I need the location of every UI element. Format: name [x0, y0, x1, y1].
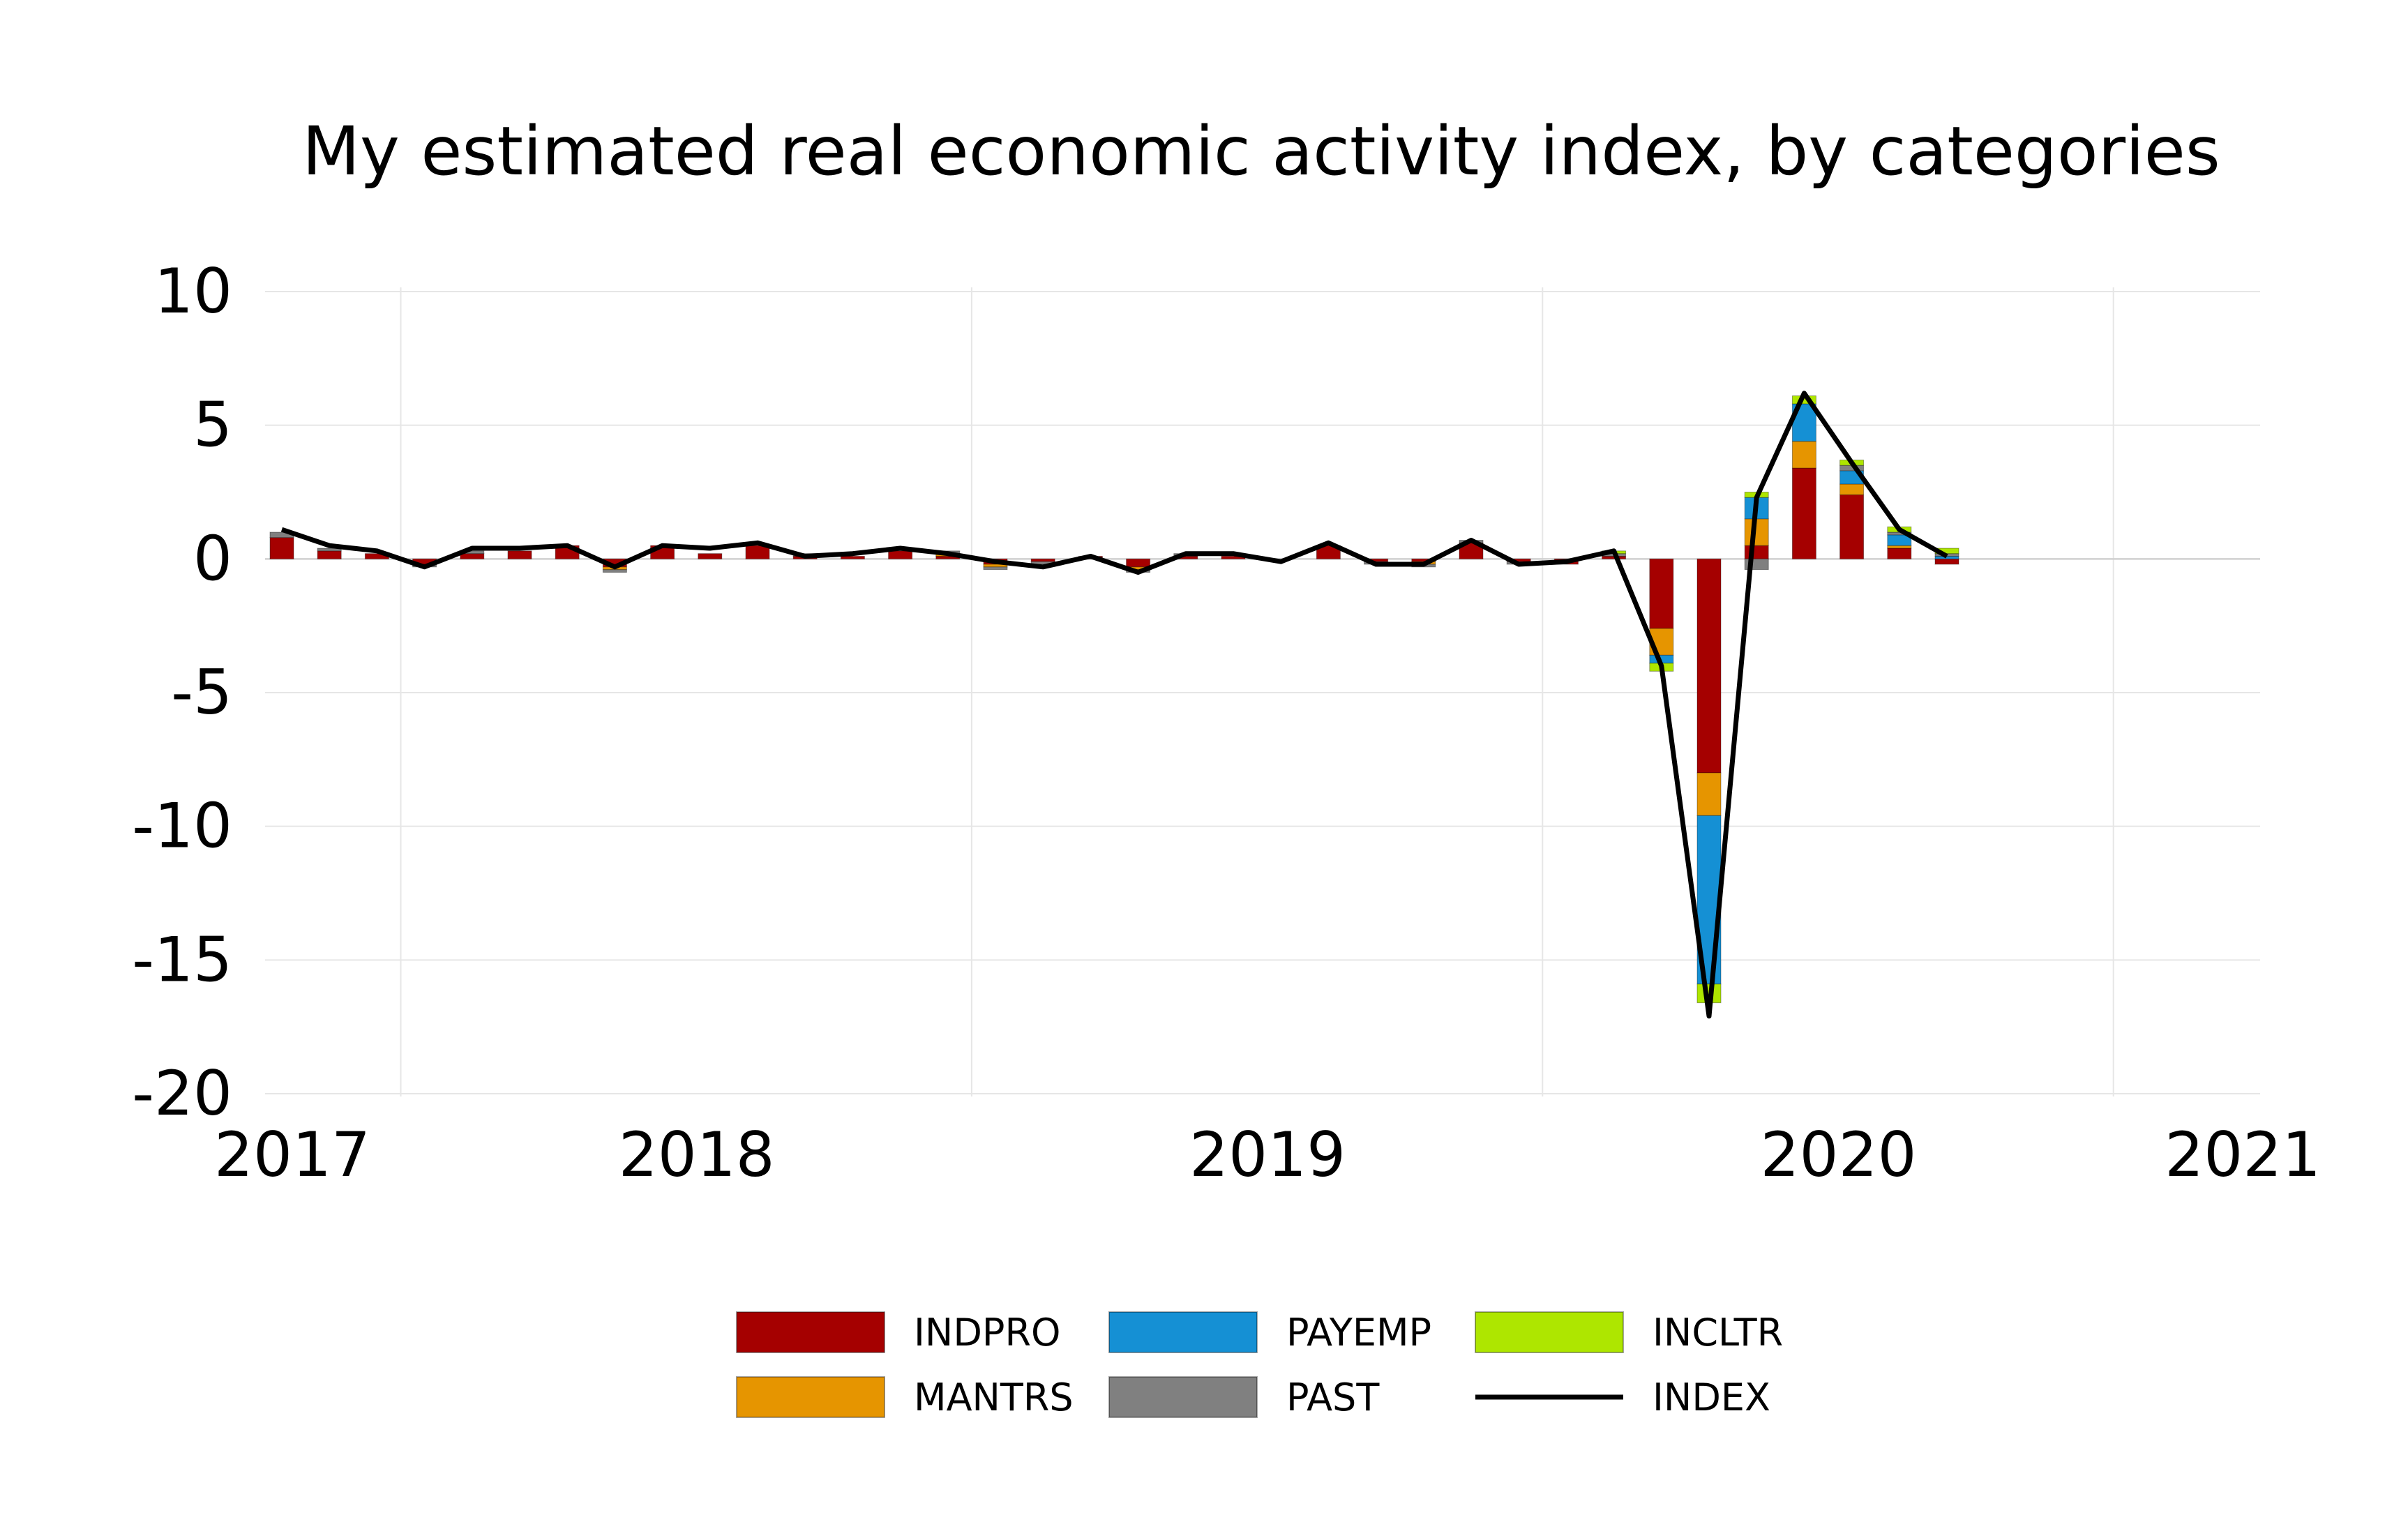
x-tick-label: 2020 [1761, 1119, 1917, 1191]
legend-label-indpro: INDPRO [914, 1311, 1061, 1355]
y-tick-label: 0 [193, 522, 232, 594]
y-tick-label: -15 [132, 923, 232, 995]
index-line [280, 391, 1948, 1019]
bars [269, 395, 1959, 1004]
legend-swatch-payemp [1108, 1311, 1258, 1353]
y-tick-label: -10 [132, 790, 232, 862]
x-axis-ticks: 2017 2018 2019 2020 2021 [214, 1119, 2321, 1191]
legend-swatch-indpro [736, 1311, 885, 1353]
legend-label-past: PAST [1286, 1375, 1380, 1419]
bar-past [317, 548, 342, 552]
y-tick-label: 5 [193, 389, 232, 461]
legend-swatch-past [1108, 1376, 1258, 1418]
legend-label-payemp: PAYEMP [1286, 1311, 1431, 1355]
legend-swatch-incltr [1475, 1311, 1624, 1353]
bar-mantrs [1696, 772, 1722, 816]
bar-indpro [698, 553, 723, 559]
legend: INDPRO PAYEMP INCLTR MANTRS PAST INDEX [736, 1311, 1783, 1419]
legend-label-mantrs: MANTRS [914, 1375, 1074, 1419]
bar-indpro [317, 550, 342, 559]
bar-indpro [840, 556, 865, 559]
bar-indpro [745, 545, 770, 559]
legend-swatch-mantrs [736, 1376, 885, 1418]
bar-indpro [1887, 548, 1912, 559]
bar-indpro [1649, 558, 1674, 629]
bar-indpro [888, 550, 913, 559]
bar-mantrs [1839, 483, 1865, 495]
y-axis-ticks: 10 5 0 -5 -10 -15 -20 [132, 255, 232, 1129]
y-tick-label: -5 [171, 656, 232, 728]
bar-indpro [1744, 545, 1769, 559]
bar-payemp [1934, 556, 1959, 559]
bar-indpro [1316, 545, 1341, 559]
x-tick-label: 2019 [1189, 1119, 1346, 1191]
bar-mantrs [1887, 545, 1912, 549]
y-tick-label: 10 [154, 255, 232, 327]
bar-indpro [1126, 558, 1151, 568]
bar-past [602, 569, 627, 573]
x-tick-label: 2017 [214, 1119, 370, 1191]
bar-indpro [1839, 494, 1865, 559]
bar-indpro [507, 550, 532, 559]
x-tick-label: 2018 [619, 1119, 775, 1191]
y-tick-label: -20 [132, 1057, 232, 1129]
bar-past [983, 566, 1008, 571]
legend-label-index: INDEX [1653, 1375, 1770, 1419]
bar-indpro [1030, 558, 1055, 562]
legend-label-incltr: INCLTR [1653, 1311, 1783, 1355]
bar-indpro [1696, 558, 1722, 774]
index-line-layer [280, 391, 1948, 1019]
bar-mantrs [1791, 441, 1816, 469]
bar-indpro [460, 553, 485, 559]
bar-indpro [1934, 558, 1959, 565]
chart-title: My estimated real economic activity inde… [302, 112, 2220, 190]
bar-indpro [1791, 467, 1816, 559]
bar-indpro [269, 537, 294, 559]
x-tick-label: 2021 [2165, 1119, 2321, 1191]
grid [265, 287, 2260, 1096]
